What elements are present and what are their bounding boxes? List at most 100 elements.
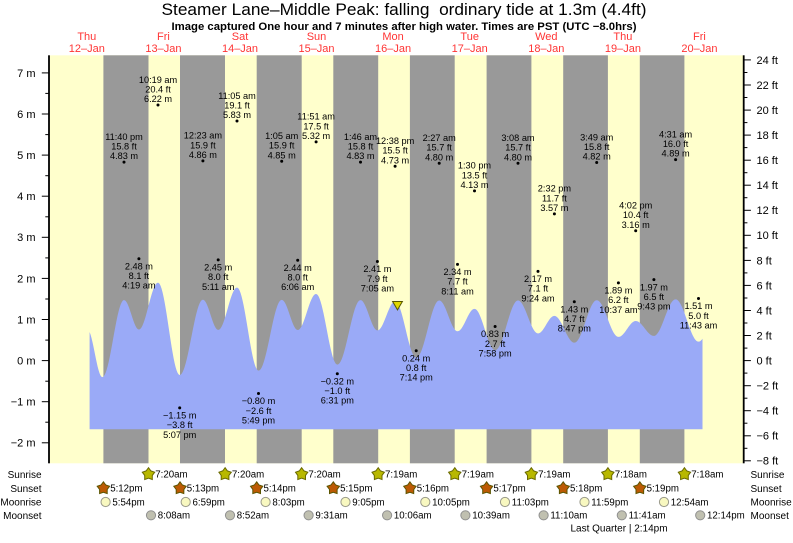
svg-text:Thu: Thu (613, 31, 632, 43)
svg-text:15–Jan: 15–Jan (298, 43, 334, 55)
svg-text:4.83 m: 4.83 m (110, 151, 138, 161)
svg-text:2.41 m: 2.41 m (363, 264, 391, 274)
svg-text:Sunset: Sunset (10, 484, 41, 495)
svg-text:−1.0 ft: −1.0 ft (324, 386, 350, 396)
svg-text:19.1 ft: 19.1 ft (224, 100, 250, 110)
svg-text:1:30 pm: 1:30 pm (458, 161, 492, 171)
svg-text:2.45 m: 2.45 m (204, 263, 232, 273)
svg-text:−0.80 m: −0.80 m (242, 396, 276, 406)
svg-text:3 m: 3 m (17, 232, 35, 244)
svg-text:2:32 pm: 2:32 pm (538, 184, 572, 194)
svg-text:10:37 am: 10:37 am (599, 305, 638, 315)
svg-text:4.7 ft: 4.7 ft (564, 314, 585, 324)
svg-text:11:10am: 11:10am (550, 511, 587, 522)
svg-text:7:05 am: 7:05 am (361, 283, 395, 293)
svg-text:Sat: Sat (232, 31, 249, 43)
svg-text:20 ft: 20 ft (757, 105, 778, 117)
svg-text:−0.32 m: −0.32 m (321, 377, 355, 387)
svg-text:5:15pm: 5:15pm (340, 484, 372, 495)
svg-text:16–Jan: 16–Jan (375, 43, 411, 55)
svg-text:5.0 ft: 5.0 ft (688, 311, 709, 321)
svg-text:5:18pm: 5:18pm (570, 484, 602, 495)
svg-text:Fri: Fri (693, 31, 706, 43)
svg-text:8:08am: 8:08am (158, 511, 190, 522)
svg-text:2.17 m: 2.17 m (524, 274, 552, 284)
svg-text:Image captured One hour and 7: Image captured One hour and 7 minutes af… (172, 21, 637, 33)
svg-text:5:07 pm: 5:07 pm (163, 430, 197, 440)
svg-text:10:39am: 10:39am (472, 511, 510, 522)
svg-text:5:17pm: 5:17pm (493, 484, 525, 495)
svg-text:7:20am: 7:20am (308, 470, 340, 481)
svg-text:5:14pm: 5:14pm (264, 484, 296, 495)
svg-text:Sunrise: Sunrise (8, 470, 42, 481)
svg-text:6 m: 6 m (17, 109, 35, 121)
svg-text:11:59pm: 11:59pm (591, 497, 628, 508)
svg-text:7:14 pm: 7:14 pm (400, 373, 434, 383)
svg-text:18 ft: 18 ft (757, 130, 778, 142)
svg-text:6.5 ft: 6.5 ft (644, 292, 665, 302)
svg-text:22 ft: 22 ft (757, 80, 778, 92)
svg-text:8 ft: 8 ft (757, 255, 772, 267)
svg-text:Last Quarter | 2:14pm: Last Quarter | 2:14pm (570, 524, 667, 535)
svg-text:19–Jan: 19–Jan (605, 43, 641, 55)
svg-text:6:59pm: 6:59pm (193, 497, 225, 508)
svg-text:6.22 m: 6.22 m (144, 94, 172, 104)
svg-text:12 ft: 12 ft (757, 205, 778, 217)
svg-text:−1.15 m: −1.15 m (163, 411, 197, 421)
svg-text:6:06 am: 6:06 am (281, 282, 315, 292)
svg-text:3.57 m: 3.57 m (540, 203, 568, 213)
svg-text:12:54am: 12:54am (671, 497, 709, 508)
svg-text:7.7 ft: 7.7 ft (447, 277, 468, 287)
svg-text:8:11 am: 8:11 am (441, 286, 474, 296)
svg-text:7:18am: 7:18am (615, 470, 647, 481)
svg-text:4:02 pm: 4:02 pm (619, 201, 653, 211)
svg-text:0.24 m: 0.24 m (402, 353, 430, 363)
svg-text:6 ft: 6 ft (757, 280, 772, 292)
svg-text:5:16pm: 5:16pm (417, 484, 449, 495)
svg-text:15.8 ft: 15.8 ft (111, 142, 137, 152)
svg-text:10.4 ft: 10.4 ft (623, 210, 649, 220)
svg-text:4 m: 4 m (17, 191, 35, 203)
svg-text:15.7 ft: 15.7 ft (426, 143, 452, 153)
svg-text:0.83 m: 0.83 m (481, 329, 509, 339)
svg-text:4.83 m: 4.83 m (346, 151, 374, 161)
svg-text:Tue: Tue (460, 31, 479, 43)
svg-text:−6 ft: −6 ft (757, 431, 779, 443)
svg-text:Sun: Sun (307, 31, 327, 43)
svg-text:17–Jan: 17–Jan (452, 43, 488, 55)
svg-text:5:11 am: 5:11 am (202, 282, 235, 292)
svg-text:20–Jan: 20–Jan (681, 43, 717, 55)
svg-text:2 ft: 2 ft (757, 330, 772, 342)
svg-text:24 ft: 24 ft (757, 55, 778, 67)
svg-text:8:52am: 8:52am (237, 511, 269, 522)
svg-text:13–Jan: 13–Jan (145, 43, 181, 55)
svg-text:9:05pm: 9:05pm (352, 497, 384, 508)
svg-text:4.89 m: 4.89 m (662, 149, 690, 159)
svg-text:0 m: 0 m (17, 356, 35, 368)
svg-text:Sunrise: Sunrise (751, 470, 785, 481)
svg-text:Moonset: Moonset (3, 511, 42, 522)
svg-text:5:49 pm: 5:49 pm (242, 415, 276, 425)
svg-text:8.0 ft: 8.0 ft (208, 272, 229, 282)
svg-text:14 ft: 14 ft (757, 180, 778, 192)
svg-text:9:43 pm: 9:43 pm (637, 302, 671, 312)
svg-text:17.5 ft: 17.5 ft (303, 121, 329, 131)
svg-text:2.34 m: 2.34 m (443, 267, 471, 277)
svg-text:1.43 m: 1.43 m (560, 305, 588, 315)
svg-text:4.80 m: 4.80 m (504, 152, 532, 162)
svg-text:−4 ft: −4 ft (757, 406, 779, 418)
svg-text:Moonrise: Moonrise (751, 498, 793, 509)
svg-text:7 m: 7 m (17, 68, 35, 80)
svg-text:1.51 m: 1.51 m (684, 301, 712, 311)
svg-text:Moonset: Moonset (751, 511, 790, 522)
svg-text:5:19pm: 5:19pm (647, 484, 679, 495)
svg-text:16 ft: 16 ft (757, 155, 778, 167)
svg-text:Moonrise: Moonrise (0, 498, 42, 509)
svg-text:7.1 ft: 7.1 ft (528, 284, 549, 294)
svg-text:4.80 m: 4.80 m (425, 152, 453, 162)
svg-text:1:46 am: 1:46 am (344, 132, 378, 142)
svg-text:2.44 m: 2.44 m (284, 263, 312, 273)
svg-text:11.7 ft: 11.7 ft (542, 193, 567, 203)
svg-text:3:08 am: 3:08 am (501, 133, 535, 143)
svg-text:1:05 am: 1:05 am (265, 131, 299, 141)
